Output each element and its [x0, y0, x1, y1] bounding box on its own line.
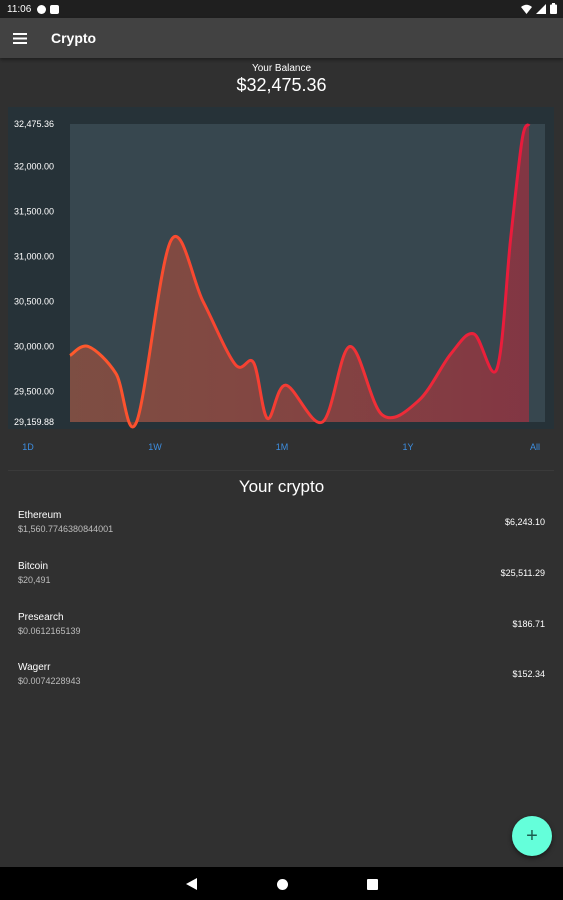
app-title: Crypto [51, 30, 97, 46]
app-bar: Crypto [0, 18, 563, 58]
crypto-name: Ethereum [18, 510, 62, 521]
balance-value: $32,475.36 [236, 75, 327, 95]
app-notification-icon [37, 4, 47, 14]
recents-icon [366, 878, 378, 890]
series-area [70, 124, 529, 427]
range-button-1d[interactable]: 1D [22, 442, 34, 452]
y-tick-label: 29,500.00 [14, 386, 54, 396]
signal-icon [536, 3, 546, 14]
y-tick-label: 30,000.00 [14, 341, 54, 351]
divider [8, 470, 554, 471]
crypto-name: Presearch [18, 612, 64, 623]
crypto-item-bitcoin[interactable]: Bitcoin $20,491 $25,511.29 [0, 561, 563, 605]
home-button[interactable] [273, 875, 291, 893]
balance-label: Your Balance [251, 63, 312, 74]
add-icon: + [526, 824, 538, 847]
recents-button[interactable] [363, 875, 381, 893]
y-tick-label: 29,159.88 [14, 417, 54, 427]
series-line [69, 123, 531, 429]
chart-canvas: 32,475.36 32,000.00 31,500.00 31,000.00 30,5… [14, 119, 545, 429]
range-button-all[interactable]: All [529, 442, 541, 452]
y-tick-label: 31,000.00 [14, 252, 54, 262]
sd-card-icon [50, 4, 60, 14]
crypto-name: Bitcoin [18, 561, 49, 572]
range-button-1y[interactable]: 1Y [402, 442, 414, 452]
hamburger-menu-icon [13, 32, 27, 44]
balance-chart: 32,475.36 32,000.00 31,500.00 31,000.00 30,5… [8, 107, 554, 429]
crypto-price: $0.0612165139 [18, 626, 81, 636]
range-selector: 1D 1W 1M 1Y All [0, 442, 563, 456]
crypto-value: $6,243.10 [504, 517, 545, 527]
y-tick-label: 32,000.00 [14, 162, 54, 172]
crypto-value: $152.34 [512, 669, 545, 679]
crypto-value: $186.71 [512, 619, 545, 629]
battery-icon [550, 3, 557, 14]
crypto-price: $1,560.7746380844001 [18, 524, 114, 534]
crypto-value: $25,511.29 [500, 568, 545, 578]
menu-button[interactable] [0, 18, 40, 58]
crypto-name: Wagerr [18, 662, 51, 673]
crypto-item-wagerr[interactable]: Wagerr $0.0074228943 $152.34 [0, 662, 563, 706]
section-title: Your crypto [238, 477, 325, 496]
back-button[interactable] [182, 875, 200, 893]
crypto-price: $0.0074228943 [18, 676, 81, 686]
status-bar: 11:06 [0, 0, 563, 18]
range-button-1m[interactable]: 1M [275, 442, 289, 452]
range-button-1w[interactable]: 1W [148, 442, 162, 452]
y-tick-label: 31,500.00 [14, 207, 54, 217]
back-icon [185, 878, 197, 890]
y-tick-label: 30,500.00 [14, 297, 54, 307]
crypto-item-ethereum[interactable]: Ethereum $1,560.7746380844001 $6,243.10 [0, 510, 563, 554]
status-time: 11:06 [7, 3, 32, 15]
crypto-price: $20,491 [18, 575, 51, 585]
wifi-icon [521, 4, 532, 14]
home-icon [276, 878, 288, 890]
navigation-bar [0, 867, 563, 900]
add-crypto-button[interactable]: + [512, 816, 552, 856]
y-tick-label: 32,475.36 [14, 119, 54, 129]
crypto-item-presearch[interactable]: Presearch $0.0612165139 $186.71 [0, 612, 563, 656]
